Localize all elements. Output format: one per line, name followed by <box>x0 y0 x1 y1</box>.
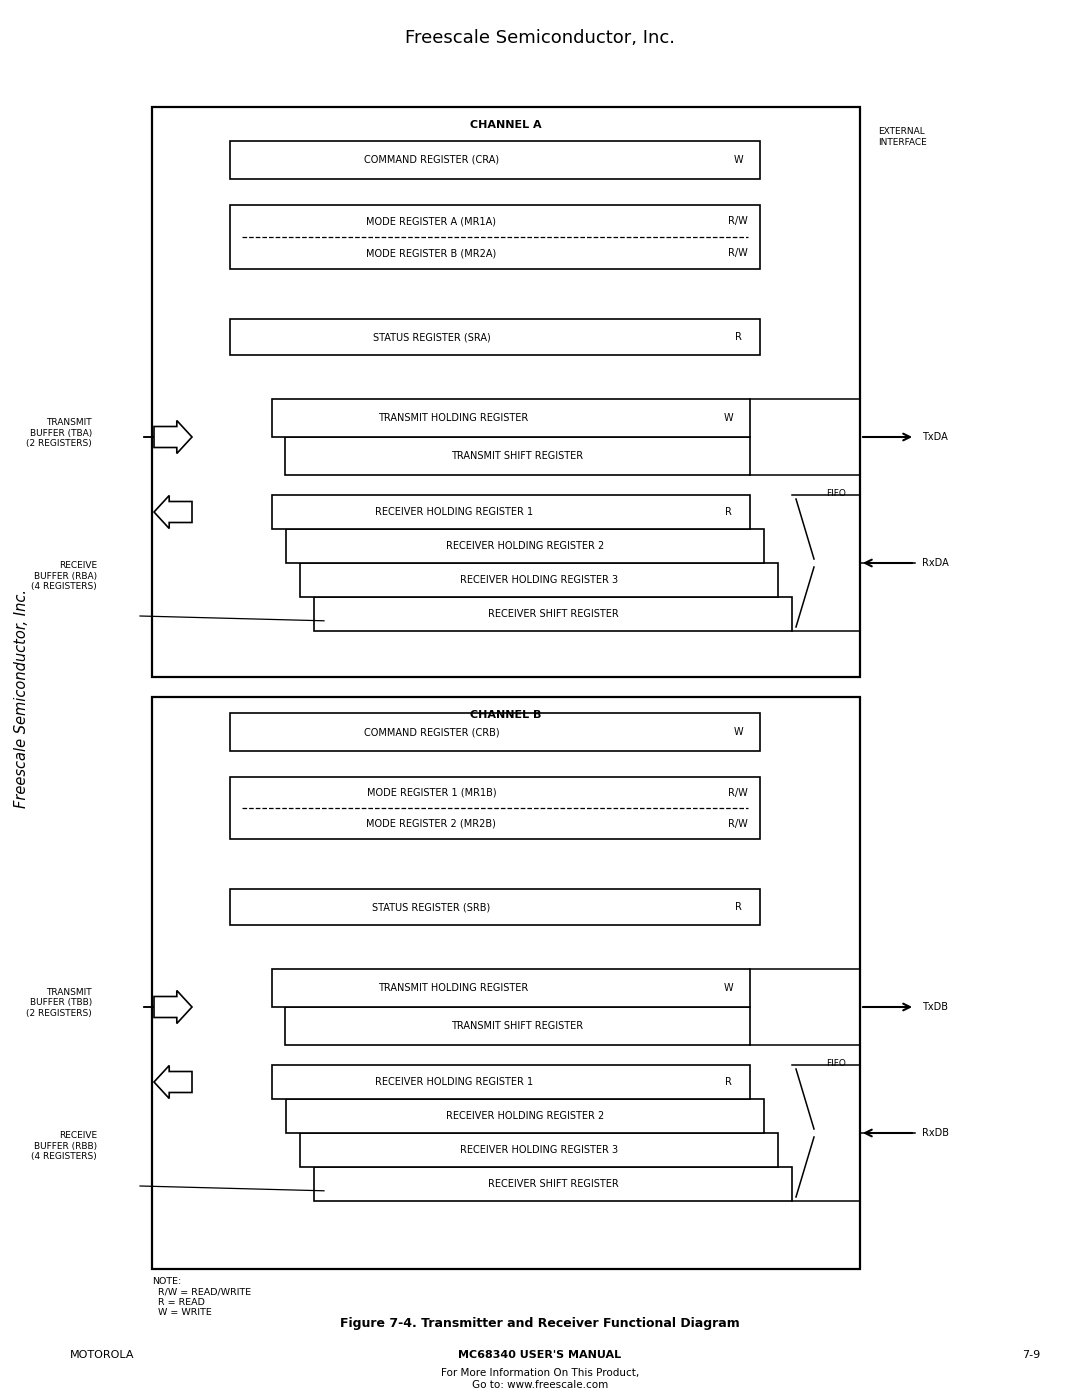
Text: R: R <box>725 1077 731 1087</box>
Text: COMMAND REGISTER (CRA): COMMAND REGISTER (CRA) <box>364 155 499 165</box>
Text: For More Information On This Product,
Go to: www.freescale.com: For More Information On This Product, Go… <box>441 1368 639 1390</box>
Text: CHANNEL B: CHANNEL B <box>470 710 542 719</box>
Text: Freescale Semiconductor, Inc.: Freescale Semiconductor, Inc. <box>405 29 675 47</box>
Bar <box>300 1133 778 1166</box>
Bar <box>285 437 750 475</box>
Text: RECEIVER HOLDING REGISTER 1: RECEIVER HOLDING REGISTER 1 <box>375 507 532 517</box>
Bar <box>230 141 760 179</box>
Bar <box>314 1166 792 1201</box>
Bar <box>230 319 760 355</box>
Bar <box>286 1099 764 1133</box>
Polygon shape <box>154 420 192 454</box>
Text: RECEIVER HOLDING REGISTER 1: RECEIVER HOLDING REGISTER 1 <box>375 1077 532 1087</box>
Text: MODE REGISTER 1 (MR1B): MODE REGISTER 1 (MR1B) <box>366 788 496 798</box>
Text: MODE REGISTER A (MR1A): MODE REGISTER A (MR1A) <box>366 217 497 226</box>
Text: TRANSMIT HOLDING REGISTER: TRANSMIT HOLDING REGISTER <box>378 983 529 993</box>
Text: RECEIVER HOLDING REGISTER 2: RECEIVER HOLDING REGISTER 2 <box>446 1111 604 1120</box>
Bar <box>272 495 750 529</box>
Text: RECEIVER HOLDING REGISTER 3: RECEIVER HOLDING REGISTER 3 <box>460 576 618 585</box>
Text: EXTERNAL
INTERFACE: EXTERNAL INTERFACE <box>878 127 927 147</box>
Text: TRANSMIT SHIFT REGISTER: TRANSMIT SHIFT REGISTER <box>451 451 583 461</box>
Text: MC68340 USER'S MANUAL: MC68340 USER'S MANUAL <box>458 1350 622 1361</box>
Text: RECEIVER HOLDING REGISTER 3: RECEIVER HOLDING REGISTER 3 <box>460 1146 618 1155</box>
Text: RxDB: RxDB <box>922 1127 949 1139</box>
Text: RxDA: RxDA <box>922 557 948 569</box>
Text: W: W <box>733 155 743 165</box>
Text: RECEIVE
BUFFER (RBA)
(4 REGISTERS): RECEIVE BUFFER (RBA) (4 REGISTERS) <box>31 562 97 591</box>
Text: RECEIVER SHIFT REGISTER: RECEIVER SHIFT REGISTER <box>488 609 619 619</box>
Text: TRANSMIT HOLDING REGISTER: TRANSMIT HOLDING REGISTER <box>378 414 529 423</box>
Text: 7-9: 7-9 <box>1022 1350 1040 1361</box>
Bar <box>272 1065 750 1099</box>
Text: R: R <box>734 332 742 342</box>
Bar <box>272 400 750 437</box>
Text: COMMAND REGISTER (CRB): COMMAND REGISTER (CRB) <box>364 726 499 738</box>
Text: RECEIVE
BUFFER (RBB)
(4 REGISTERS): RECEIVE BUFFER (RBB) (4 REGISTERS) <box>31 1132 97 1161</box>
Text: CHANNEL A: CHANNEL A <box>470 120 542 130</box>
Text: STATUS REGISTER (SRB): STATUS REGISTER (SRB) <box>373 902 490 912</box>
Text: R: R <box>734 902 742 912</box>
Text: RECEIVER HOLDING REGISTER 2: RECEIVER HOLDING REGISTER 2 <box>446 541 604 550</box>
Text: MOTOROLA: MOTOROLA <box>70 1350 135 1361</box>
Bar <box>286 529 764 563</box>
Text: W: W <box>733 726 743 738</box>
Bar <box>314 597 792 631</box>
Polygon shape <box>154 496 192 528</box>
Text: MODE REGISTER 2 (MR2B): MODE REGISTER 2 (MR2B) <box>366 819 497 828</box>
Text: Figure 7-4. Transmitter and Receiver Functional Diagram: Figure 7-4. Transmitter and Receiver Fun… <box>340 1316 740 1330</box>
Bar <box>230 777 760 840</box>
Text: R/W: R/W <box>728 819 747 828</box>
Bar <box>230 205 760 270</box>
Bar <box>152 108 860 678</box>
Text: R/W: R/W <box>728 217 747 226</box>
Text: FIFO: FIFO <box>826 1059 846 1067</box>
Bar <box>272 970 750 1007</box>
Text: TxDB: TxDB <box>922 1002 948 1011</box>
Text: MODE REGISTER B (MR2A): MODE REGISTER B (MR2A) <box>366 249 497 258</box>
Bar <box>230 712 760 752</box>
Bar <box>152 697 860 1268</box>
Polygon shape <box>154 990 192 1024</box>
Text: RECEIVER SHIFT REGISTER: RECEIVER SHIFT REGISTER <box>488 1179 619 1189</box>
Text: R/W: R/W <box>728 249 747 258</box>
Polygon shape <box>154 1066 192 1098</box>
Bar <box>230 888 760 925</box>
Bar <box>285 1007 750 1045</box>
Text: FIFO: FIFO <box>826 489 846 497</box>
Text: TRANSMIT
BUFFER (TBA)
(2 REGISTERS): TRANSMIT BUFFER (TBA) (2 REGISTERS) <box>26 418 92 448</box>
Text: W: W <box>724 983 733 993</box>
Text: TxDA: TxDA <box>922 432 948 441</box>
Text: STATUS REGISTER (SRA): STATUS REGISTER (SRA) <box>373 332 490 342</box>
Text: NOTE:
  R/W = READ/WRITE
  R = READ
  W = WRITE: NOTE: R/W = READ/WRITE R = READ W = WRIT… <box>152 1277 252 1317</box>
Text: W: W <box>724 414 733 423</box>
Text: Freescale Semiconductor, Inc.: Freescale Semiconductor, Inc. <box>14 590 29 807</box>
Text: R/W: R/W <box>728 788 747 798</box>
Text: R: R <box>725 507 731 517</box>
Text: TRANSMIT
BUFFER (TBB)
(2 REGISTERS): TRANSMIT BUFFER (TBB) (2 REGISTERS) <box>26 988 92 1018</box>
Text: TRANSMIT SHIFT REGISTER: TRANSMIT SHIFT REGISTER <box>451 1021 583 1031</box>
Bar <box>300 563 778 597</box>
